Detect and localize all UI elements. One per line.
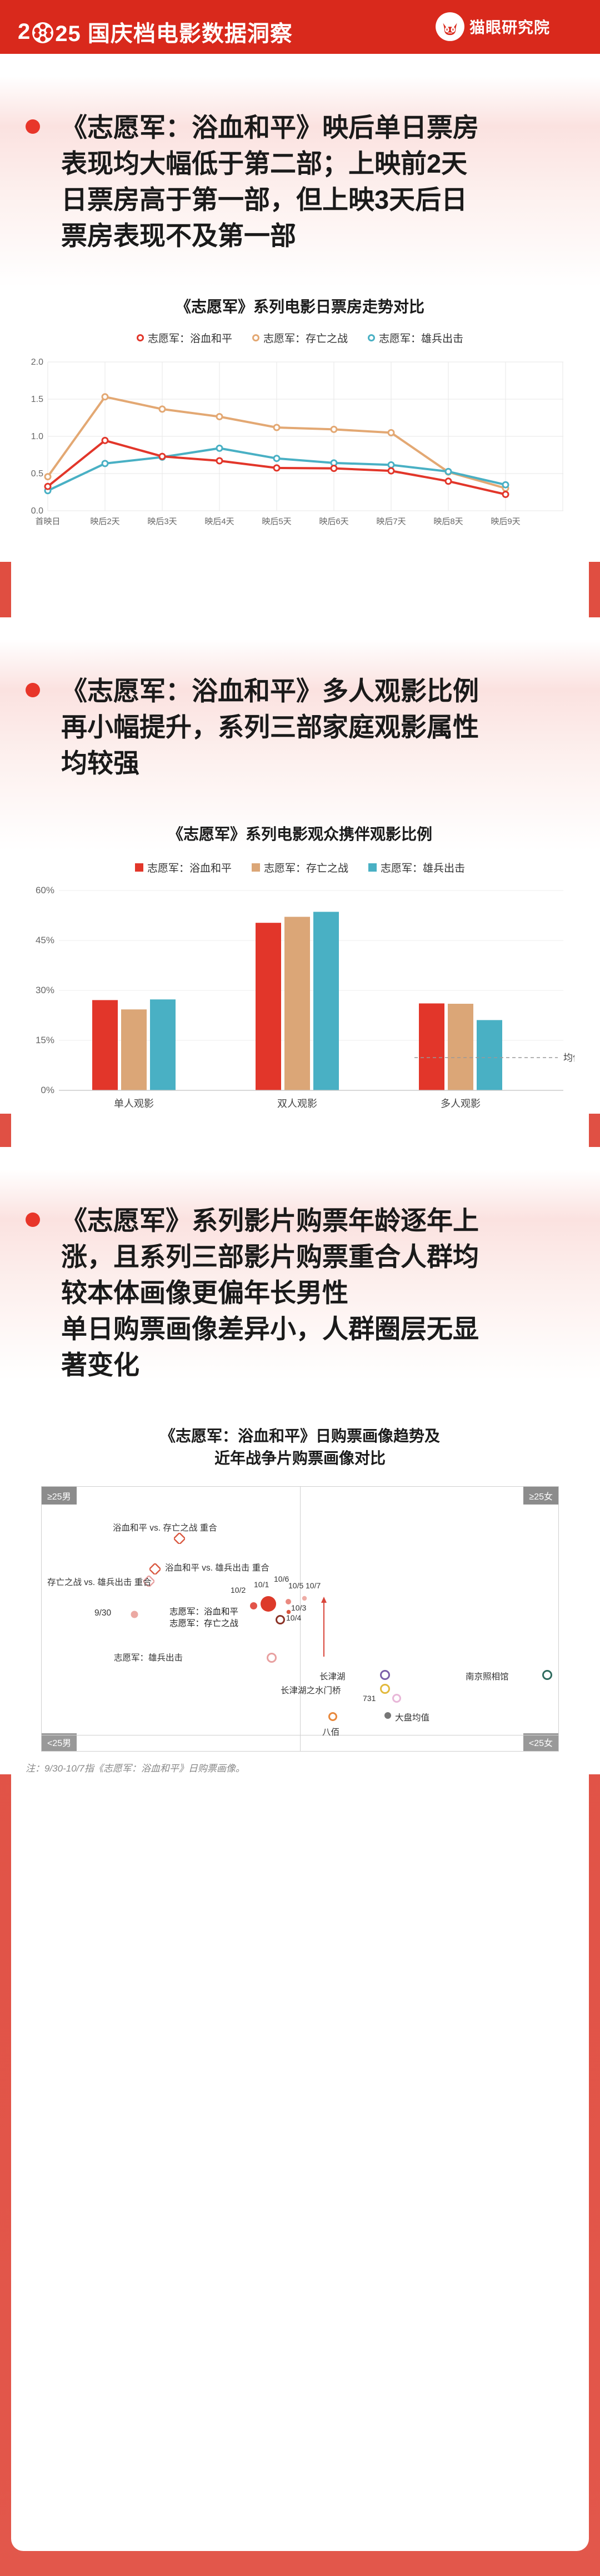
svg-text:双人观影: 双人观影 bbox=[277, 1098, 317, 1109]
svg-text:映后3天: 映后3天 bbox=[147, 517, 177, 526]
svg-text:首映日: 首映日 bbox=[35, 517, 60, 526]
svg-text:0.0: 0.0 bbox=[31, 506, 43, 516]
svg-text:单人观影: 单人观影 bbox=[114, 1098, 154, 1109]
svg-text:15%: 15% bbox=[36, 1035, 54, 1045]
svg-text:2.0: 2.0 bbox=[31, 358, 43, 367]
svg-text:1.0: 1.0 bbox=[31, 432, 43, 441]
svg-text:30%: 30% bbox=[36, 985, 54, 995]
svg-text:1.5: 1.5 bbox=[31, 395, 43, 404]
svg-text:映后4天: 映后4天 bbox=[204, 517, 234, 526]
svg-text:0%: 0% bbox=[41, 1085, 54, 1095]
svg-text:映后6天: 映后6天 bbox=[319, 517, 348, 526]
svg-text:映后2天: 映后2天 bbox=[90, 517, 119, 526]
svg-text:均值: 均值 bbox=[563, 1053, 574, 1063]
svg-text:映后7天: 映后7天 bbox=[376, 517, 406, 526]
svg-text:0.5: 0.5 bbox=[31, 469, 43, 479]
svg-text:多人观影: 多人观影 bbox=[441, 1098, 481, 1109]
svg-text:映后5天: 映后5天 bbox=[262, 517, 291, 526]
svg-text:映后9天: 映后9天 bbox=[491, 517, 520, 526]
svg-text:45%: 45% bbox=[36, 935, 54, 945]
svg-text:60%: 60% bbox=[36, 885, 54, 895]
svg-text:映后8天: 映后8天 bbox=[433, 517, 463, 526]
